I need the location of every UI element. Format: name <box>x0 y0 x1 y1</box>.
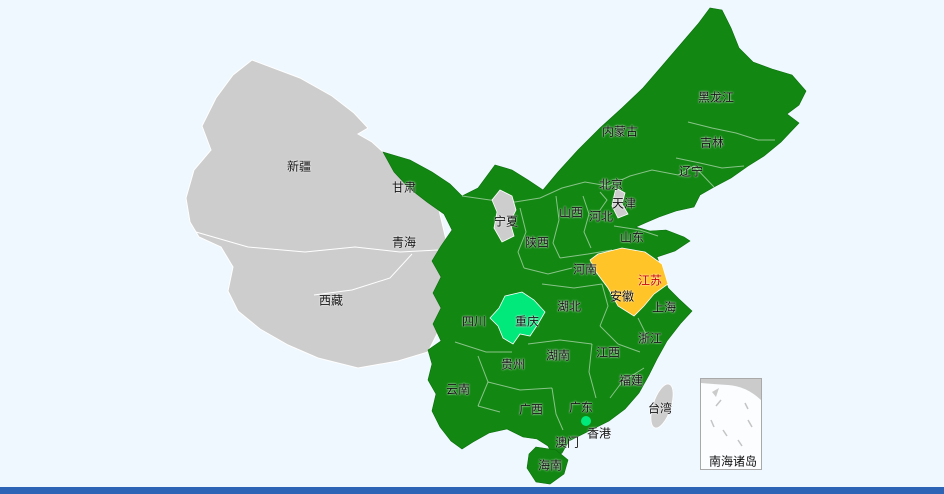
province-borders <box>454 121 775 431</box>
province-label-liaoning[interactable]: 辽宁 <box>678 164 704 179</box>
region-west-xinjiang-tibet-qinghai[interactable] <box>185 59 449 369</box>
region-jiangsu-selected[interactable] <box>589 247 669 317</box>
province-label-yunnan[interactable]: 云南 <box>445 382 471 397</box>
bottom-bar <box>0 487 944 494</box>
province-label-hubei[interactable]: 湖北 <box>556 299 582 314</box>
province-label-hainan[interactable]: 海南 <box>537 458 563 473</box>
province-label-taiwan[interactable]: 台湾 <box>647 401 673 416</box>
region-hainan[interactable] <box>526 446 569 485</box>
province-label-macau[interactable]: 澳门 <box>554 435 580 450</box>
province-label-shanghai[interactable]: 上海 <box>651 300 677 315</box>
province-label-qinghai[interactable]: 青海 <box>391 235 417 250</box>
province-label-shandong[interactable]: 山东 <box>619 230 645 245</box>
inset-islet <box>712 388 719 397</box>
inset-coastline <box>701 379 761 400</box>
region-ningxia[interactable] <box>491 189 517 243</box>
province-label-neimenggu[interactable]: 内蒙古 <box>601 124 639 139</box>
province-label-guizhou[interactable]: 贵州 <box>500 357 526 372</box>
province-label-jiangsu[interactable]: 江苏 <box>637 273 663 288</box>
province-label-anhui[interactable]: 安徽 <box>609 289 635 304</box>
province-label-xizang[interactable]: 西藏 <box>318 293 344 308</box>
province-label-jilin[interactable]: 吉林 <box>699 135 725 150</box>
province-label-zhejiang[interactable]: 浙江 <box>637 331 663 346</box>
region-chongqing-highlight[interactable] <box>489 291 546 345</box>
province-label-ningxia[interactable]: 宁夏 <box>493 214 519 229</box>
province-label-beijing[interactable]: 北京 <box>598 177 624 192</box>
inset-frame <box>700 378 762 470</box>
province-label-henan[interactable]: 河南 <box>572 262 598 277</box>
province-label-tianjin[interactable]: 天津 <box>611 196 637 211</box>
province-label-shaanxi[interactable]: 陕西 <box>524 235 550 250</box>
region-taiwan[interactable] <box>646 381 677 430</box>
province-label-guangxi[interactable]: 广西 <box>518 402 544 417</box>
inset-island-dashes <box>710 399 753 447</box>
region-tianjin[interactable] <box>611 187 629 219</box>
province-label-sichuan[interactable]: 四川 <box>461 314 487 329</box>
province-label-shanxi[interactable]: 山西 <box>558 205 584 220</box>
west-province-borders <box>195 231 439 296</box>
region-hongkong-highlight[interactable] <box>581 416 591 426</box>
province-label-guangdong[interactable]: 广东 <box>568 400 594 415</box>
province-label-fujian[interactable]: 福建 <box>618 373 644 388</box>
province-label-jiangxi[interactable]: 江西 <box>595 345 621 360</box>
province-label-xinjiang[interactable]: 新疆 <box>286 159 312 174</box>
province-label-gansu[interactable]: 甘肃 <box>391 180 417 195</box>
province-label-hongkong[interactable]: 香港 <box>586 426 612 441</box>
south-sea-inset <box>700 378 762 470</box>
province-label-hebei[interactable]: 河北 <box>588 209 614 224</box>
region-mainland[interactable] <box>382 7 807 459</box>
province-label-chongqing[interactable]: 重庆 <box>514 314 540 329</box>
inset-label: 南海诸岛 <box>708 454 758 469</box>
province-label-hunan[interactable]: 湖南 <box>545 348 571 363</box>
province-label-heilongjiang[interactable]: 黑龙江 <box>697 90 735 105</box>
